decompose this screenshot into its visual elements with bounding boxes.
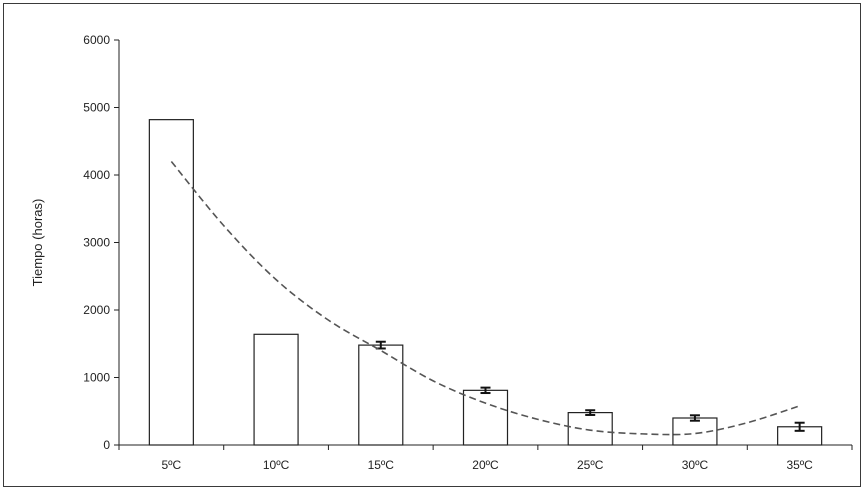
x-tick-label: 15ºC — [368, 458, 395, 472]
x-tick-label: 5ºC — [161, 458, 181, 472]
error-bar — [585, 409, 596, 416]
bar-chart: 0 1000 2000 3000 4000 5000 6000 5ºC 10ºC 15ºC 20º… — [30, 33, 853, 472]
axes — [118, 40, 852, 446]
bar — [253, 333, 299, 446]
bar — [358, 344, 404, 446]
y-axis-label: Tiempo (horas) — [30, 199, 45, 287]
bar — [462, 389, 509, 446]
error-bars — [375, 340, 805, 432]
bars — [148, 119, 823, 446]
chart-frame: 0 1000 2000 3000 4000 5000 6000 5ºC 10ºC 15ºC 20º… — [3, 3, 861, 487]
x-tick-label: 20ºC — [472, 458, 499, 472]
y-tick-label: 4000 — [83, 168, 110, 182]
bar — [148, 119, 194, 446]
x-tick-label: 25ºC — [577, 458, 604, 472]
x-tick-label: 10ºC — [263, 458, 290, 472]
error-bar — [794, 421, 805, 432]
x-tick-label: 30ºC — [682, 458, 709, 472]
y-tick-label: 0 — [103, 438, 110, 452]
y-tick-label: 2000 — [83, 303, 110, 317]
y-tick-label: 6000 — [83, 33, 110, 47]
y-tick-label: 1000 — [83, 371, 110, 385]
x-tick-label: 35ºC — [786, 458, 813, 472]
x-axis-ticks: 5ºC 10ºC 15ºC 20ºC 25ºC 30ºC 35ºC — [118, 445, 853, 472]
trend-line — [170, 160, 800, 436]
y-axis-ticks: 0 1000 2000 3000 4000 5000 6000 — [83, 33, 119, 452]
error-bar — [689, 414, 700, 422]
y-tick-label: 5000 — [83, 101, 110, 115]
error-bar — [480, 386, 491, 395]
bar — [567, 412, 613, 446]
y-tick-label: 3000 — [83, 236, 110, 250]
